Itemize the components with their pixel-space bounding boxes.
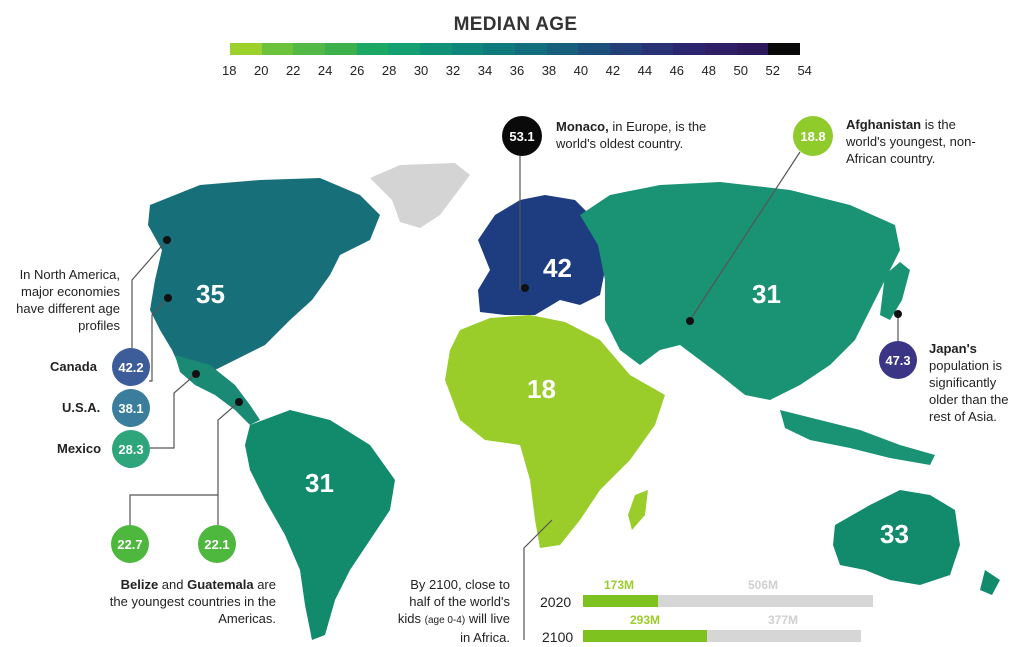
scale-swatch [768, 43, 801, 55]
scale-tick: 40 [573, 63, 589, 78]
color-scale-ticks: 18 20 22 24 26 28 30 32 34 36 38 40 42 44 46 48 50 52 54 [222, 63, 812, 78]
scale-tick: 28 [381, 63, 397, 78]
bar-2020-africa-value: 173M [604, 578, 635, 592]
scale-tick: 44 [637, 63, 653, 78]
scale-swatch [293, 43, 326, 55]
guatemala-name: Guatemala [187, 577, 254, 592]
note-text: are the youngest countries in the Americ… [109, 577, 276, 626]
afghanistan-note: Afghanistan is the world's youngest, non… [846, 116, 976, 167]
scale-tick: 48 [701, 63, 716, 78]
note-text: population is significantly older than t… [929, 358, 1009, 424]
monaco-bubble: 53.1 [502, 116, 542, 156]
scale-tick: 20 [253, 63, 269, 78]
north-america-note: In North America, major economies have d… [16, 267, 120, 333]
region-label-north-america: 35 [196, 279, 225, 309]
monaco-name: Monaco, [556, 119, 609, 134]
japan-name: Japan's [929, 341, 977, 356]
note-text: will live in Africa. [460, 611, 510, 645]
north-america-shape [148, 178, 380, 378]
belize-bubble: 22.7 [111, 525, 149, 563]
legend-title: MEDIAN AGE [453, 14, 578, 35]
scale-tick: 42 [605, 63, 621, 78]
canada-label: Canada [50, 359, 97, 374]
scale-swatch [578, 43, 611, 55]
bar-2100-africa [583, 630, 707, 642]
scale-swatch [546, 43, 579, 55]
scale-swatch [388, 43, 421, 55]
scale-tick: 26 [349, 63, 365, 78]
region-label-asia: 31 [752, 279, 781, 309]
note-text: in Europe, is the world's oldest country… [556, 119, 707, 151]
new-zealand-shape [980, 570, 1000, 595]
usa-bubble: 38.1 [112, 389, 150, 427]
color-scale [230, 43, 801, 55]
scale-swatch [483, 43, 516, 55]
note-text-small: (age 0-4) [424, 615, 466, 626]
bar-2020-africa [583, 595, 658, 607]
bar-2100-year: 2100 [542, 629, 574, 645]
scale-swatch [673, 43, 706, 55]
note-text: is the world's youngest, non-African cou… [846, 117, 976, 166]
scale-tick: 22 [285, 63, 301, 78]
scale-swatch [230, 43, 262, 55]
usa-label: U.S.A. [62, 400, 101, 415]
australia-shape [833, 490, 960, 585]
south-america-shape [245, 410, 395, 640]
bar-2100-africa-value: 293M [630, 613, 661, 627]
europe-shape [478, 195, 605, 315]
note-text: and [158, 577, 188, 592]
americas-note: Belize and Guatemala are the youngest co… [100, 576, 276, 627]
scale-tick: 32 [445, 63, 461, 78]
belize-name: Belize [120, 577, 159, 592]
bar-2020-year: 2020 [540, 594, 572, 610]
bar-2020-rest-value: 506M [748, 578, 779, 592]
note-text: By 2100, close to half of the world's ki… [397, 577, 510, 626]
scale-tick: 52 [765, 63, 780, 78]
scale-swatch [420, 43, 452, 55]
africa-shape [445, 315, 665, 548]
scale-tick: 34 [477, 63, 493, 78]
scale-swatch [610, 43, 642, 55]
madagascar-shape [628, 490, 648, 530]
canada-bubble: 42.2 [112, 348, 150, 386]
region-label-oceania: 33 [880, 519, 909, 549]
scale-swatch [325, 43, 357, 55]
africa-kids-note: By 2100, close to half of the world's ki… [390, 576, 510, 646]
scale-tick: 54 [797, 63, 812, 78]
scale-swatch [261, 43, 294, 55]
scale-swatch [736, 43, 769, 55]
japan-shape [880, 262, 910, 320]
bar-2100-rest-value: 377M [768, 613, 799, 627]
scale-tick: 50 [733, 63, 748, 78]
scale-swatch [356, 43, 389, 55]
scale-swatch [641, 43, 674, 55]
mexico-bubble: 28.3 [112, 430, 150, 468]
scale-swatch [705, 43, 737, 55]
scale-swatch [515, 43, 547, 55]
scale-tick: 46 [669, 63, 685, 78]
scale-swatch [451, 43, 484, 55]
monaco-note: Monaco, in Europe, is the world's oldest… [556, 118, 726, 152]
scale-tick: 24 [317, 63, 333, 78]
scale-tick: 36 [509, 63, 525, 78]
afghanistan-bubble: 18.8 [793, 116, 833, 156]
southeast-asia-shape [780, 410, 935, 465]
scale-tick: 30 [413, 63, 429, 78]
japan-note: Japan's population is significantly older… [929, 340, 1024, 425]
greenland-shape [370, 163, 470, 228]
afghanistan-name: Afghanistan [846, 117, 922, 132]
region-label-europe: 42 [543, 253, 572, 283]
scale-tick: 18 [222, 63, 237, 78]
asia-shape [580, 182, 900, 400]
region-label-africa: 18 [527, 374, 556, 404]
region-label-south-america: 31 [305, 468, 334, 498]
guatemala-bubble: 22.1 [198, 525, 236, 563]
mexico-label: Mexico [57, 441, 102, 456]
japan-bubble: 47.3 [879, 341, 917, 379]
scale-tick: 38 [541, 63, 557, 78]
